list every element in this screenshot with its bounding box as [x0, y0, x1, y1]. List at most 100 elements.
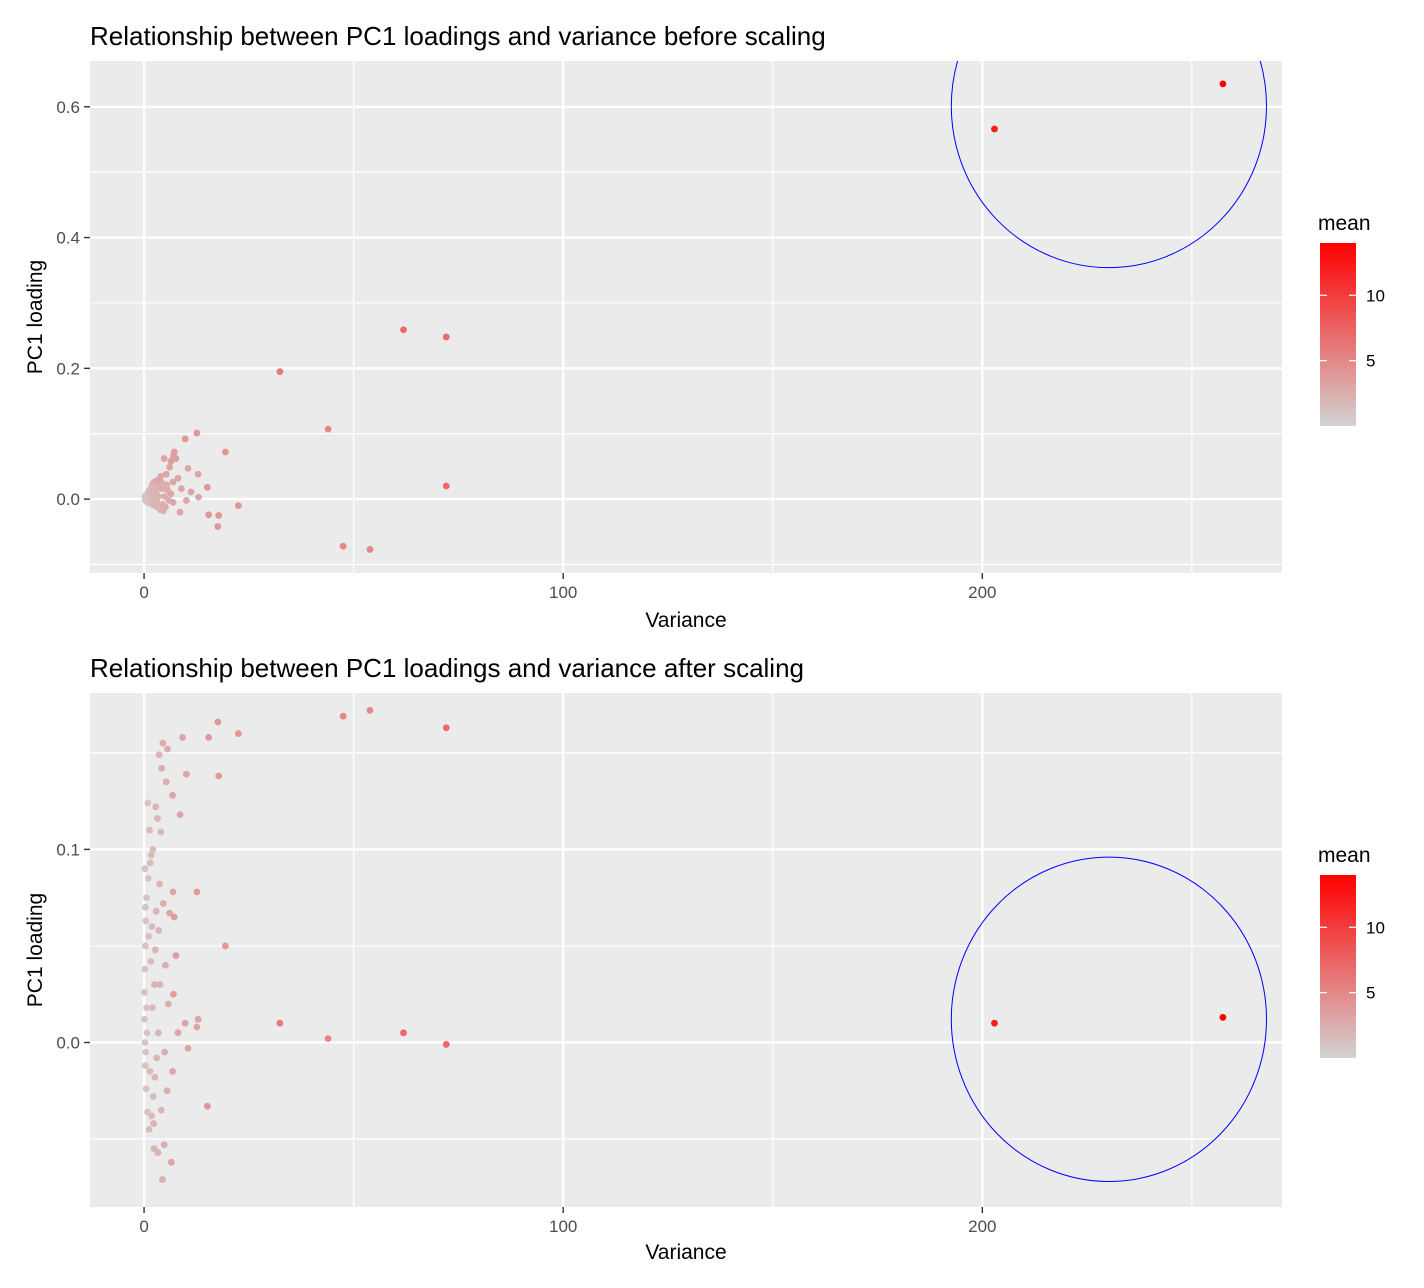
- data-point: [164, 1000, 172, 1008]
- plot-panel: [90, 693, 1282, 1207]
- data-point: [142, 1085, 150, 1093]
- highlight-circle: [950, 61, 1267, 269]
- data-point: [193, 1023, 201, 1031]
- data-point: [179, 734, 187, 741]
- data-point: [159, 739, 167, 747]
- data-point: [366, 706, 374, 714]
- data-point: [149, 846, 157, 853]
- data-point: [170, 913, 178, 921]
- data-point: [158, 764, 166, 772]
- data-point: [153, 1054, 161, 1062]
- data-point: [156, 981, 164, 988]
- data-point: [164, 745, 171, 753]
- highlight-circle: [950, 856, 1267, 1183]
- data-point: [176, 508, 184, 516]
- data-point: [184, 1044, 192, 1052]
- data-point: [155, 927, 163, 934]
- data-point: [193, 888, 201, 896]
- data-point: [154, 1029, 162, 1037]
- data-point: [163, 1087, 171, 1095]
- data-point: [215, 772, 223, 780]
- data-point: [221, 448, 229, 456]
- data-point: [146, 1068, 154, 1075]
- data-point: [205, 511, 213, 519]
- data-point: [234, 730, 242, 737]
- data-point: [169, 498, 177, 506]
- legend: mean 5 10: [1318, 844, 1385, 1058]
- data-point: [442, 482, 450, 490]
- data-point: [150, 497, 158, 504]
- data-point: [151, 946, 159, 954]
- data-point: [194, 1015, 202, 1023]
- legend-tick-label: 10: [1366, 918, 1385, 937]
- data-point: [170, 990, 177, 998]
- data-point: [442, 333, 450, 341]
- data-point: [187, 488, 195, 496]
- data-layer: [141, 61, 1267, 553]
- x-tick-label: 0: [139, 583, 148, 602]
- legend-colorbar: [1320, 875, 1356, 1058]
- data-point: [162, 470, 170, 478]
- data-point: [194, 470, 202, 478]
- data-point: [150, 1145, 158, 1153]
- legend-title: mean: [1318, 212, 1371, 235]
- data-point: [152, 803, 160, 811]
- data-point: [174, 474, 182, 482]
- data-point: [154, 476, 161, 484]
- data-point: [141, 988, 148, 996]
- data-point: [147, 851, 155, 859]
- data-point: [169, 888, 177, 896]
- data-point: [181, 435, 189, 443]
- y-axis-title: PC1 loading: [24, 893, 47, 1007]
- data-point: [148, 1112, 156, 1120]
- data-point: [159, 507, 167, 515]
- data-point: [141, 965, 149, 973]
- x-tick-label: 200: [968, 1217, 996, 1236]
- data-point: [203, 483, 211, 491]
- data-point: [154, 815, 161, 822]
- data-point: [215, 512, 223, 519]
- data-point: [141, 1039, 149, 1046]
- data-point: [214, 718, 222, 726]
- data-point: [234, 502, 242, 510]
- data-point: [150, 1120, 158, 1127]
- legend-tick-label: 10: [1366, 286, 1385, 305]
- data-point: [174, 1029, 182, 1037]
- data-point: [442, 1041, 450, 1048]
- x-tick-label: 0: [139, 1217, 148, 1236]
- y-tick-label: 0.2: [56, 359, 80, 378]
- data-point: [324, 1035, 332, 1043]
- data-point: [366, 546, 374, 553]
- data-point: [400, 1029, 407, 1037]
- data-point: [162, 778, 170, 786]
- legend: mean 5 10: [1318, 212, 1385, 426]
- legend-tick-label: 5: [1366, 352, 1375, 371]
- y-tick-label: 0.0: [56, 490, 80, 509]
- data-point: [159, 1176, 166, 1183]
- chart-2: Relationship between PC1 loadings and va…: [24, 653, 1385, 1264]
- data-point: [151, 1073, 159, 1081]
- data-point: [141, 865, 149, 873]
- data-point: [143, 1029, 151, 1037]
- data-point: [172, 952, 180, 959]
- data-point: [159, 900, 167, 907]
- data-point: [157, 1106, 165, 1114]
- data-point: [169, 1068, 176, 1075]
- data-point: [157, 828, 165, 836]
- data-point: [159, 500, 166, 508]
- x-tick-label: 200: [968, 583, 996, 602]
- data-point: [339, 542, 347, 550]
- data-point: [182, 497, 190, 504]
- data-point: [145, 932, 153, 940]
- data-point: [166, 463, 174, 471]
- data-point: [142, 917, 150, 925]
- data-point: [169, 478, 177, 486]
- data-layer: [141, 706, 1267, 1183]
- x-tick-label: 100: [549, 583, 577, 602]
- data-point: [324, 425, 332, 433]
- y-tick-label: 0.6: [56, 98, 80, 117]
- chart-1: Relationship between PC1 loadings and va…: [24, 21, 1385, 632]
- data-point: [141, 903, 149, 911]
- data-point: [205, 734, 213, 741]
